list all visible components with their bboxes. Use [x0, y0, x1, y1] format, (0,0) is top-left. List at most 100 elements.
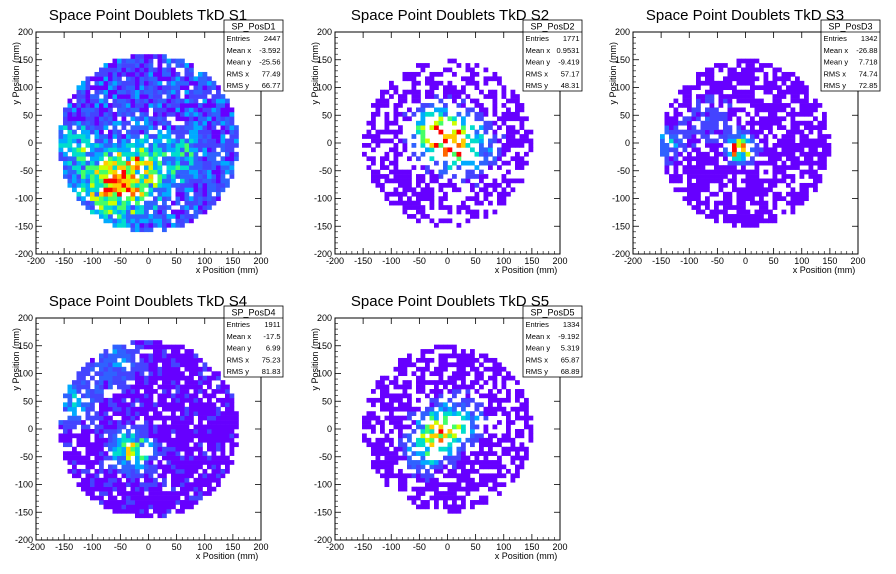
x-tick-label: 0 [445, 542, 450, 552]
heatmap-bin [474, 174, 480, 179]
heatmap-bin [130, 495, 136, 501]
heatmap-bin [139, 63, 145, 68]
heatmap-bin [519, 415, 525, 421]
heatmap-bin [750, 120, 755, 126]
heatmap-bin [58, 437, 64, 443]
heatmap-bin [696, 160, 701, 166]
heatmap-bin [411, 191, 417, 197]
heatmap-bin [786, 89, 791, 95]
heatmap-bin [67, 125, 73, 130]
heatmap-bin [443, 67, 448, 73]
heatmap-bin [750, 156, 755, 162]
heatmap-bin [456, 451, 462, 456]
heatmap-bin [497, 491, 502, 496]
heatmap-bin [745, 76, 751, 82]
heatmap-bin [148, 143, 154, 148]
heatmap-bin [184, 116, 190, 122]
heatmap-bin [175, 451, 181, 456]
heatmap-bin [700, 178, 706, 184]
heatmap-bin [763, 160, 769, 166]
heatmap-bin [497, 151, 502, 157]
heatmap-bin [817, 143, 823, 148]
heatmap-bin [193, 151, 199, 157]
heatmap-bin [171, 222, 176, 228]
heatmap-bin [470, 107, 475, 113]
heatmap-bin [148, 200, 154, 206]
stats-value: 66.77 [262, 81, 281, 90]
heatmap-bin [438, 402, 444, 408]
heatmap-bin [144, 54, 149, 59]
heatmap-bin [117, 129, 122, 135]
heatmap-bin [162, 218, 167, 224]
heatmap-bin [202, 103, 208, 108]
y-tick-label: 150 [615, 55, 630, 65]
heatmap-bin [465, 178, 471, 184]
heatmap-bin [171, 393, 176, 399]
y-tick-label: 100 [18, 369, 33, 379]
heatmap-bin [85, 437, 91, 443]
heatmap-bin [416, 205, 421, 210]
heatmap-bin [63, 151, 68, 157]
heatmap-bin [781, 80, 787, 86]
heatmap-bin [193, 460, 199, 465]
heatmap-bin [211, 103, 217, 108]
heatmap-bin [745, 214, 751, 219]
heatmap-bin [130, 362, 136, 368]
heatmap-bin [425, 80, 430, 86]
stats-value: 1342 [861, 34, 878, 43]
heatmap-bin [727, 205, 733, 210]
heatmap-bin [157, 209, 163, 215]
heatmap-bin [483, 160, 489, 166]
heatmap-bin [371, 111, 376, 117]
heatmap-bin [198, 411, 203, 416]
heatmap-bin [157, 433, 163, 439]
heatmap-bin [714, 89, 719, 95]
heatmap-bin [139, 504, 145, 510]
heatmap-bin [804, 134, 809, 139]
heatmap-bin [90, 200, 95, 206]
heatmap-bin [121, 371, 127, 377]
heatmap-bin [207, 76, 212, 82]
heatmap-bin [447, 482, 453, 488]
heatmap-bin [130, 187, 136, 193]
heatmap-bin [58, 143, 64, 148]
x-tick-label: 50 [172, 256, 182, 266]
heatmap-bin [470, 451, 475, 456]
heatmap-bin [166, 85, 172, 91]
heatmap-bin [166, 191, 172, 197]
heatmap-bin [198, 111, 203, 117]
heatmap-bin [673, 165, 679, 170]
heatmap-bin [510, 187, 516, 193]
heatmap-bin [416, 178, 421, 184]
heatmap-bin [777, 89, 782, 95]
heatmap-bin [452, 353, 457, 359]
heatmap-bin [130, 366, 136, 372]
heatmap-bin [67, 397, 73, 403]
heatmap-bin [157, 111, 163, 117]
heatmap-bin [103, 437, 109, 443]
heatmap-bin [808, 156, 814, 162]
heatmap-bin [166, 357, 172, 363]
heatmap-bin [67, 415, 73, 421]
heatmap-bin [371, 460, 376, 465]
heatmap-bin [799, 98, 805, 104]
heatmap-bin [94, 455, 100, 461]
heatmap-bin [741, 76, 746, 82]
heatmap-bin [63, 406, 68, 412]
heatmap-bin [117, 468, 122, 474]
heatmap-bin [727, 160, 733, 166]
heatmap-bin [108, 218, 113, 224]
heatmap-bin [166, 504, 172, 510]
heatmap-bin [691, 138, 697, 144]
heatmap-bin [687, 178, 692, 184]
heatmap-bin [220, 442, 226, 448]
heatmap-bin [135, 406, 140, 412]
heatmap-bin [434, 107, 439, 113]
heatmap-bin [126, 138, 131, 144]
heatmap-bin [184, 491, 190, 496]
heatmap-bin [380, 424, 385, 430]
heatmap-bin [99, 389, 104, 394]
chart-title: Space Point Doublets TkD S4 [49, 293, 247, 310]
heatmap-bin [429, 442, 435, 448]
heatmap-bin [705, 67, 710, 73]
